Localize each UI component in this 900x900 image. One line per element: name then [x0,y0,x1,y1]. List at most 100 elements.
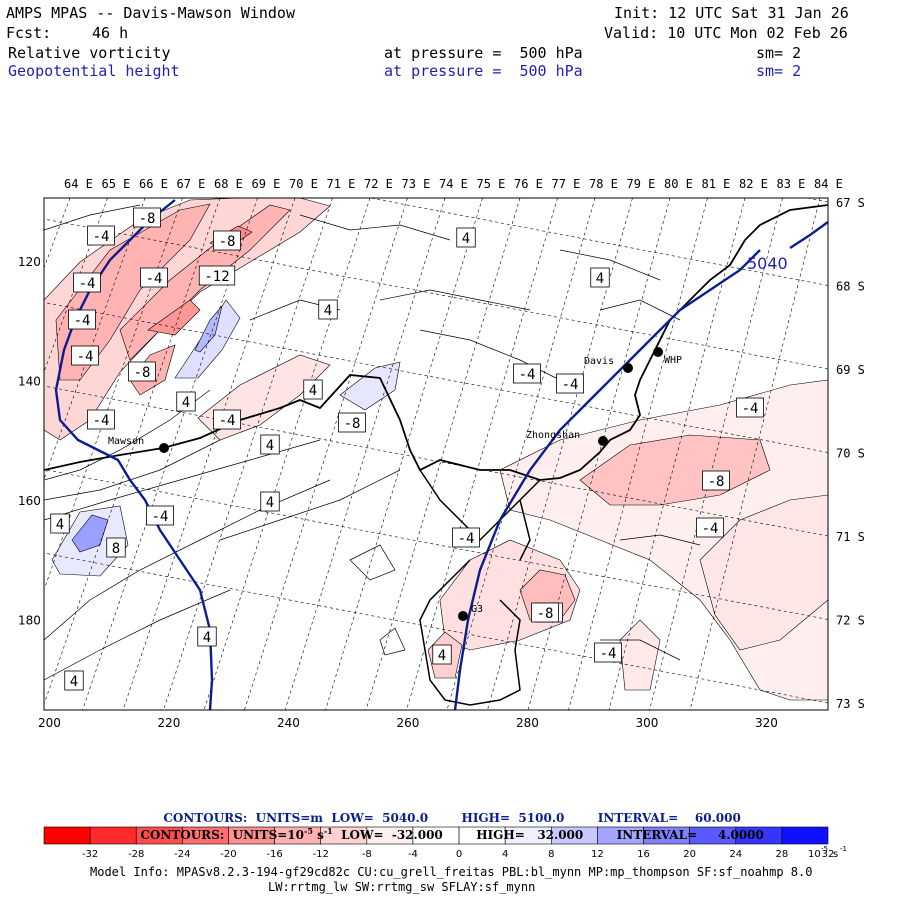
vorticity-label-text: -4 [458,531,475,547]
colorbar-tick-label: -20 [220,849,236,860]
vort-interval: INTERVAL= 4.0000 [616,828,764,842]
vorticity-label-text: 4 [309,383,317,399]
height-units: CONTOURS: UNITS=m [163,811,323,825]
vorticity-label: -4 [140,267,168,288]
vorticity-label: -4 [68,309,96,330]
field2-pressure: at pressure = 500 hPa [384,62,583,80]
y-axis-label: 120 [18,255,41,269]
vorticity-label-text: 4 [596,271,604,287]
longitude-label: 65 E [102,177,131,191]
vorticity-label-box [456,227,476,248]
vorticity-label-box [128,361,156,382]
vorticity-label: 4 [318,299,338,320]
colorbar-tick-label: 8 [548,849,554,860]
height-interval: INTERVAL= 60.000 [597,811,741,825]
meridian-line [365,198,521,710]
station-mawson: Mawson [108,436,169,453]
vorticity-label-box [87,225,115,246]
station-marker [458,611,468,621]
longitude-label: 74 E [439,177,468,191]
longitude-label: 82 E [739,177,768,191]
colorbar-tick-label: 4 [502,849,508,860]
colorbar: -32 -28 -24 -20 -16 -12 -8 -4 0 4 8 12 16 20 24 28 3210-… [43,826,847,860]
vorticity-label-text: -12 [204,269,229,285]
longitude-label: 67 E [177,177,206,191]
vorticity-label: -4 [87,409,115,430]
field1-pressure: at pressure = 500 hPa [384,44,583,62]
coastline [44,204,828,481]
vorticity-label: -4 [73,272,101,293]
longitude-label: 76 E [514,177,543,191]
plot-title: AMPS MPAS -- Davis-Mawson Window [6,4,295,22]
colorbar-tick-label: -12 [313,849,329,860]
vorticity-label-box [68,309,96,330]
meridian-line [325,198,483,710]
vorticity-label: -8 [128,361,156,382]
x-axis-label: 280 [516,716,539,730]
x-axis-label: 260 [397,716,420,730]
vorticity-label-text: -4 [152,509,169,525]
longitude-label: 75 E [477,177,506,191]
vorticity-label-text: -4 [600,646,617,662]
vorticity-label: 4 [590,267,610,288]
graticule [44,198,828,710]
x-axis-label: 220 [158,716,181,730]
meridian-line [446,198,596,710]
longitude-label: 64 E [64,177,93,191]
longitude-labels: 64 E 65 E 66 E 67 E 68 E 69 E 70 E 71 E 72 E 73 E… [64,177,843,191]
station-zhongshan: Zhongshan [526,430,608,446]
vorticity-label-box [513,363,541,384]
vorticity-label-box [197,626,217,647]
valid-time: Valid: 10 UTC Mon 02 Feb 26 [604,24,848,42]
station-marker [653,347,663,357]
x-axis-labels: 200 220 240 260 280 300 320 [38,716,778,730]
vorticity-label-box [176,391,196,412]
parallel-line [44,552,828,704]
colorbar-swatch [781,826,829,845]
height-high: HIGH= 5100.0 [461,811,565,825]
colorbar-tick-label: -24 [174,849,190,860]
map-frame [43,197,829,711]
vorticity-label-text: -4 [519,367,536,383]
colorbar-tick-label: -28 [128,849,144,860]
vort-units-sexp: -1 [323,826,333,836]
vorticity-label: 4 [303,379,323,400]
station-label: WHP [664,355,682,366]
model-info-line2: LW:rrtmg_lw SW:rrtmg_sw SFLAY:sf_mynn [268,880,536,894]
vorticity-label-text: -4 [146,271,163,287]
ice-shelf-outline [419,469,541,706]
vorticity-label-text: 4 [203,630,211,646]
height-low: LOW= 5040.0 [331,811,429,825]
longitude-label: 83 E [777,177,806,191]
vorticity-label-box [556,373,584,394]
vorticity-label: 4 [432,644,452,665]
longitude-label: 66 E [139,177,168,191]
longitude-label: 80 E [664,177,693,191]
vorticity-label-text: -4 [77,349,94,365]
vorticity-label-text: -4 [702,521,719,537]
vorticity-label-text: -4 [93,413,110,429]
x-axis-label: 300 [636,716,659,730]
parallel-line [44,385,828,537]
vorticity-label-box [213,230,241,251]
x-axis-label: 240 [277,716,300,730]
y-axis-label: 140 [18,375,41,389]
meridian-line [568,198,708,710]
field2-name: Geopotential height [8,62,180,80]
vorticity-label: 4 [176,391,196,412]
map-content [44,198,828,710]
vorticity-label-box [702,470,730,491]
vorticity-label-text: -8 [708,474,725,490]
vorticity-label-box [146,505,174,526]
vorticity-label-text: 4 [70,674,78,690]
vorticity-label-group: -8 -4 -8 -4 -12 -4 -4 -4 4 -8 4 -4 4 -4 -8 4 4 4 -8 -4 -4 4 -8… [50,207,764,691]
vorticity-label: 4 [456,227,476,248]
station-label: Mawson [108,436,144,447]
vorticity-label-text: -4 [219,413,236,429]
vorticity-label: 4 [260,434,280,455]
longitude-label: 81 E [702,177,731,191]
vorticity-label-text: 4 [56,517,64,533]
meridian-line [44,198,71,269]
vorticity-shading [44,198,828,701]
